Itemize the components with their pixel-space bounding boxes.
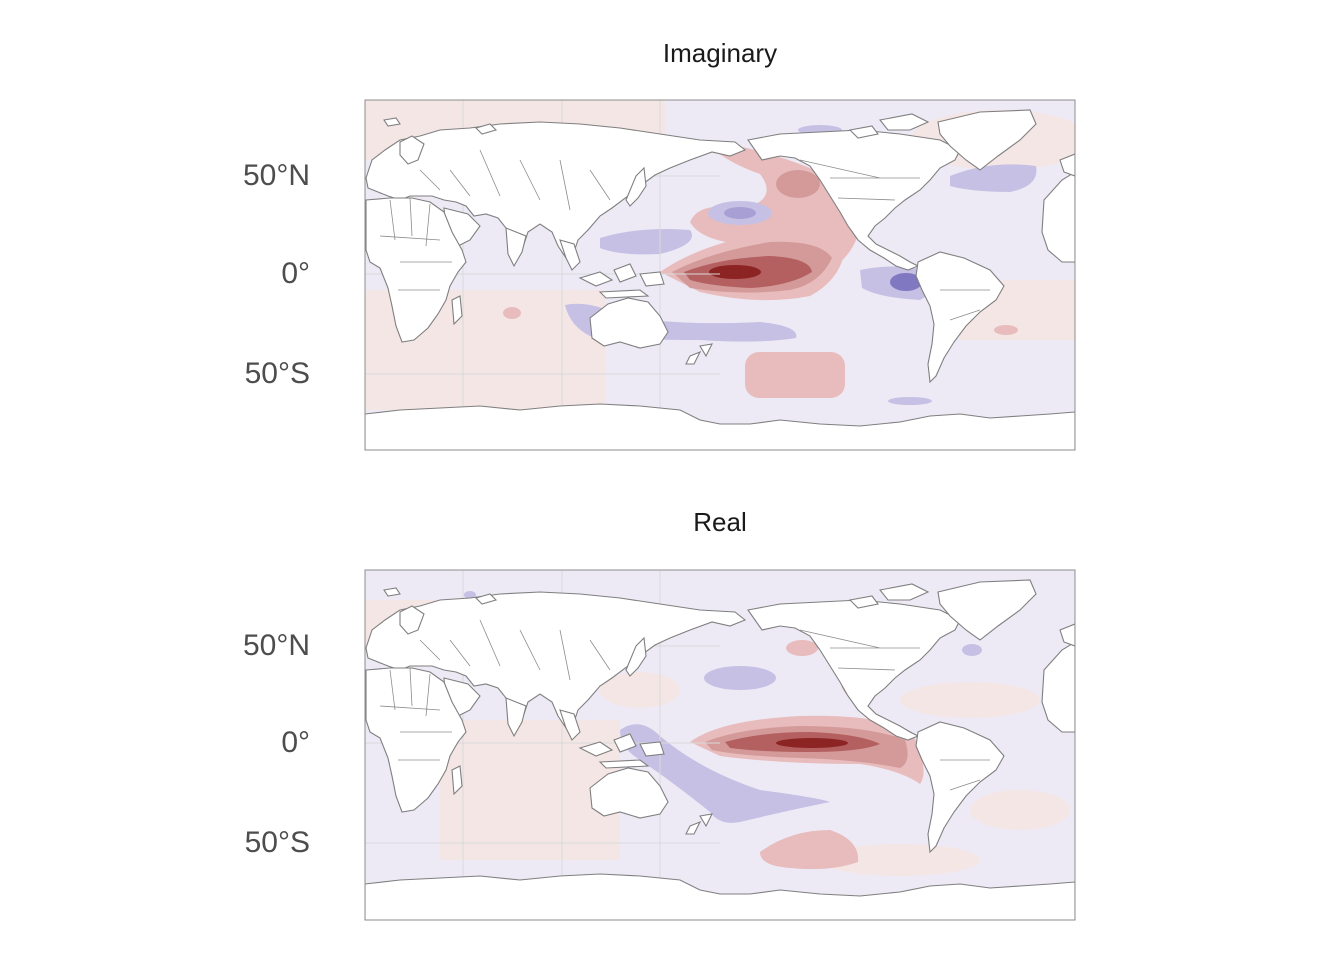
map-frame-imaginary — [364, 99, 1076, 451]
lat-label-50n-top: 50°N — [242, 159, 310, 192]
map-panel-real — [364, 569, 1076, 921]
panel-title-imaginary: Imaginary — [662, 38, 778, 68]
panel-title-real: Real — [693, 507, 747, 537]
lat-label-50s-bottom: 50°S — [244, 826, 310, 859]
lat-label-50s-top: 50°S — [244, 357, 310, 390]
map-frame-real — [364, 569, 1076, 921]
lat-label-eq-bottom: 0° — [281, 726, 310, 759]
lat-label-eq-top: 0° — [281, 257, 310, 290]
map-panel-imaginary — [364, 99, 1076, 451]
lat-label-50n-bottom: 50°N — [242, 629, 310, 662]
